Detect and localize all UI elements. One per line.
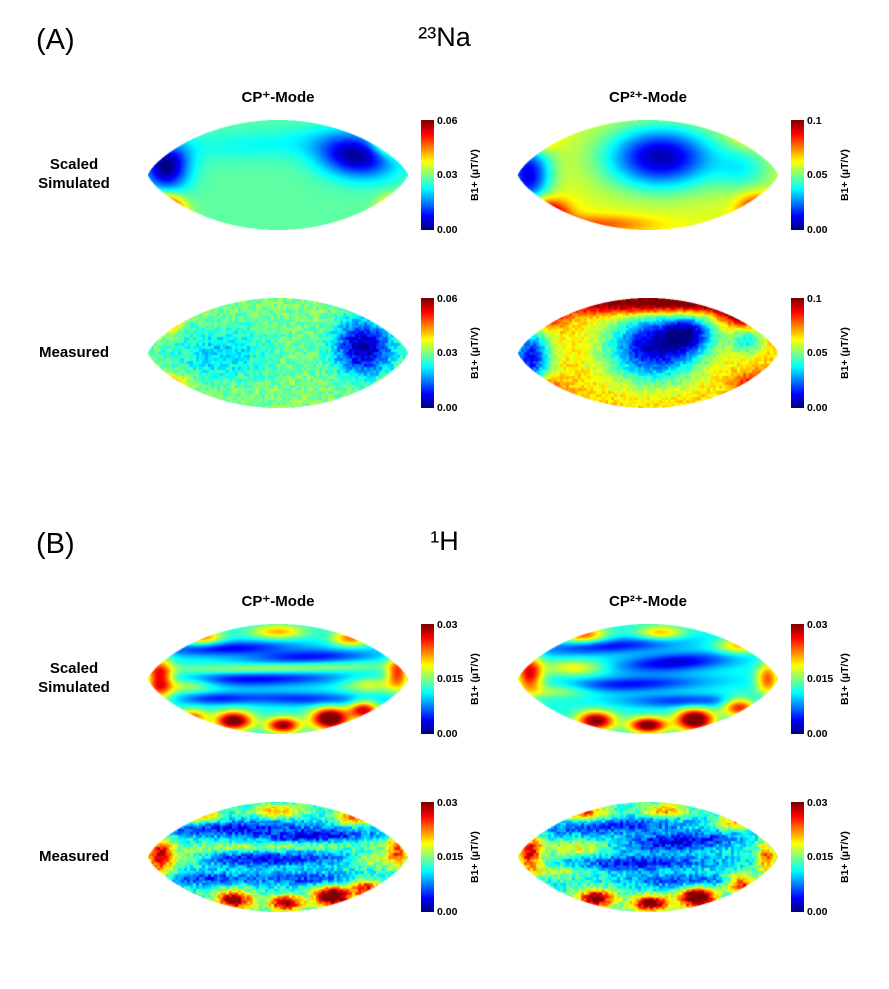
colorbar-tick-mid: 0.015	[437, 673, 464, 685]
colorbar-tick-min: 0.00	[807, 728, 828, 740]
panel-a-col-header-cp1: CP⁺-Mode	[241, 89, 315, 106]
colorbar-gradient	[791, 298, 804, 408]
panel-a-title: ²³Na	[418, 22, 471, 52]
panel-a-label: (A)	[36, 24, 75, 56]
heatmap-b-sim-cp1	[148, 624, 408, 734]
colorbar-axis-label: B1+ (µT/V)	[469, 831, 481, 883]
colorbar-b-meas-cp2: 0.03 0.015 0.00 B1+ (µT/V)	[791, 797, 851, 918]
heatmap-a-meas-cp2	[518, 298, 778, 408]
map-block-b-meas-cp1: 0.03 0.015 0.00 B1+ (µT/V)	[148, 797, 518, 918]
colorbar-a-meas-cp1: 0.06 0.03 0.00 B1+ (µT/V)	[421, 293, 481, 414]
heatmap-a-sim-cp1	[148, 120, 408, 230]
panel-a-col-header-cp2: CP²⁺-Mode	[609, 89, 687, 106]
colorbar-tick-mid: 0.03	[437, 169, 458, 181]
colorbar-tick-min: 0.00	[437, 224, 458, 236]
colorbar-tick-mid: 0.05	[807, 169, 828, 181]
panel-b-title: ¹H	[430, 526, 459, 556]
row-label-measured: Measured	[38, 847, 110, 865]
colorbar-tick-max: 0.03	[437, 619, 458, 631]
colorbar-ticks: 0.06 0.03 0.00	[437, 293, 469, 414]
colorbar-ticks: 0.1 0.05 0.00	[807, 293, 839, 414]
colorbar-axis-label: B1+ (µT/V)	[839, 327, 851, 379]
heatmap-a-sim-cp2	[518, 120, 778, 230]
map-block-a-meas-cp2: 0.1 0.05 0.00 B1+ (µT/V)	[518, 293, 888, 414]
colorbar-tick-max: 0.03	[807, 619, 828, 631]
panel-a-row-measured: Measured 0.06 0.03 0.00 B1+ (µT/V)	[0, 293, 888, 414]
panel-b-col-header-cp1: CP⁺-Mode	[241, 593, 315, 610]
colorbar-tick-mid: 0.015	[807, 851, 834, 863]
panel-a-row-scaled-simulated: Scaled Simulated 0.06 0.03 0.00 B1+ (µT/…	[0, 115, 888, 236]
panel-b-col-header-cp2: CP²⁺-Mode	[609, 593, 687, 610]
row-label-scaled-simulated: Scaled Simulated	[38, 660, 110, 696]
colorbar-tick-max: 0.06	[437, 293, 458, 305]
map-block-a-sim-cp1: 0.06 0.03 0.00 B1+ (µT/V)	[148, 115, 518, 236]
colorbar-tick-max: 0.03	[437, 797, 458, 809]
colorbar-gradient	[791, 802, 804, 912]
row-label-scaled-simulated: Scaled Simulated	[38, 156, 110, 192]
colorbar-gradient	[421, 298, 434, 408]
map-block-b-meas-cp2: 0.03 0.015 0.00 B1+ (µT/V)	[518, 797, 888, 918]
panel-b-row-scaled-simulated: Scaled Simulated 0.03 0.015 0.00 B1+ (µT…	[0, 619, 888, 740]
colorbar-tick-max: 0.1	[807, 293, 822, 305]
colorbar-axis-label: B1+ (µT/V)	[469, 653, 481, 705]
panel-b-label: (B)	[36, 528, 75, 560]
colorbar-a-meas-cp2: 0.1 0.05 0.00 B1+ (µT/V)	[791, 293, 851, 414]
colorbar-tick-min: 0.00	[807, 906, 828, 918]
heatmap-b-sim-cp2	[518, 624, 778, 734]
colorbar-a-sim-cp2: 0.1 0.05 0.00 B1+ (µT/V)	[791, 115, 851, 236]
colorbar-tick-min: 0.00	[437, 728, 458, 740]
colorbar-tick-max: 0.06	[437, 115, 458, 127]
colorbar-ticks: 0.03 0.015 0.00	[437, 619, 469, 740]
heatmap-a-meas-cp1	[148, 298, 408, 408]
colorbar-b-meas-cp1: 0.03 0.015 0.00 B1+ (µT/V)	[421, 797, 481, 918]
colorbar-tick-mid: 0.05	[807, 347, 828, 359]
colorbar-ticks: 0.03 0.015 0.00	[807, 619, 839, 740]
colorbar-tick-mid: 0.015	[807, 673, 834, 685]
map-block-a-meas-cp1: 0.06 0.03 0.00 B1+ (µT/V)	[148, 293, 518, 414]
colorbar-tick-mid: 0.03	[437, 347, 458, 359]
colorbar-a-sim-cp1: 0.06 0.03 0.00 B1+ (µT/V)	[421, 115, 481, 236]
colorbar-gradient	[421, 120, 434, 230]
panel-b-row-measured: Measured 0.03 0.015 0.00 B1+ (µT/V)	[0, 797, 888, 918]
map-block-b-sim-cp1: 0.03 0.015 0.00 B1+ (µT/V)	[148, 619, 518, 740]
colorbar-tick-max: 0.03	[807, 797, 828, 809]
colorbar-gradient	[421, 802, 434, 912]
colorbar-ticks: 0.03 0.015 0.00	[437, 797, 469, 918]
heatmap-b-meas-cp2	[518, 802, 778, 912]
panel-b: (B) ¹H CP⁺-Mode CP²⁺-Mode Scaled Simulat…	[0, 522, 889, 989]
colorbar-ticks: 0.03 0.015 0.00	[807, 797, 839, 918]
colorbar-gradient	[421, 624, 434, 734]
colorbar-tick-max: 0.1	[807, 115, 822, 127]
colorbar-axis-label: B1+ (µT/V)	[469, 327, 481, 379]
colorbar-ticks: 0.1 0.05 0.00	[807, 115, 839, 236]
colorbar-axis-label: B1+ (µT/V)	[839, 149, 851, 201]
heatmap-b-meas-cp1	[148, 802, 408, 912]
colorbar-axis-label: B1+ (µT/V)	[469, 149, 481, 201]
row-label-measured: Measured	[38, 343, 110, 361]
colorbar-axis-label: B1+ (µT/V)	[839, 653, 851, 705]
colorbar-gradient	[791, 120, 804, 230]
map-block-b-sim-cp2: 0.03 0.015 0.00 B1+ (µT/V)	[518, 619, 888, 740]
colorbar-b-sim-cp1: 0.03 0.015 0.00 B1+ (µT/V)	[421, 619, 481, 740]
colorbar-ticks: 0.06 0.03 0.00	[437, 115, 469, 236]
colorbar-tick-min: 0.00	[437, 402, 458, 414]
colorbar-tick-mid: 0.015	[437, 851, 464, 863]
colorbar-b-sim-cp2: 0.03 0.015 0.00 B1+ (µT/V)	[791, 619, 851, 740]
colorbar-gradient	[791, 624, 804, 734]
colorbar-axis-label: B1+ (µT/V)	[839, 831, 851, 883]
colorbar-tick-min: 0.00	[437, 906, 458, 918]
colorbar-tick-min: 0.00	[807, 224, 828, 236]
colorbar-tick-min: 0.00	[807, 402, 828, 414]
map-block-a-sim-cp2: 0.1 0.05 0.00 B1+ (µT/V)	[518, 115, 888, 236]
panel-a: (A) ²³Na CP⁺-Mode CP²⁺-Mode Scaled Simul…	[0, 18, 889, 488]
